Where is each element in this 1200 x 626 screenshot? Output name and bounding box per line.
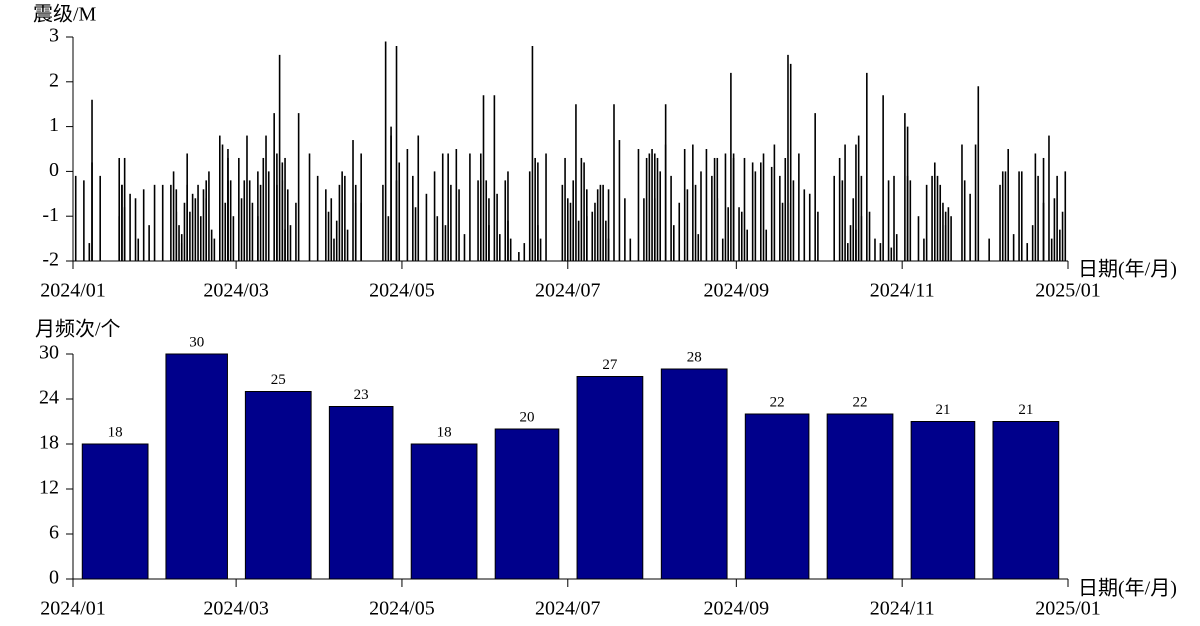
x-tick-label: 2025/01	[1035, 598, 1101, 620]
bar	[244, 391, 312, 580]
value-label: 30	[189, 334, 204, 350]
value-label: 20	[520, 409, 535, 425]
bar	[744, 413, 810, 580]
y-tick-label: -2	[42, 249, 59, 271]
x-tick-label: 2024/09	[704, 598, 770, 620]
y-tick-label: 12	[39, 477, 59, 499]
bar	[576, 376, 644, 580]
x-tick-label: 2025/01	[1035, 280, 1101, 302]
bar	[992, 421, 1060, 580]
bar	[826, 413, 894, 580]
y-tick-label: 1	[49, 114, 59, 136]
value-label: 18	[437, 424, 452, 440]
x-tick-label: 2024/11	[870, 598, 935, 620]
x-axis-label: 日期(年/月)	[1078, 577, 1177, 600]
x-tick-label: 2024/01	[40, 598, 106, 620]
x-tick-label: 2024/09	[704, 280, 770, 302]
bar	[660, 368, 728, 580]
value-label: 23	[354, 387, 369, 403]
bar	[410, 443, 478, 580]
x-tick-label: 2024/07	[535, 280, 601, 302]
y-tick-label: 0	[49, 159, 59, 181]
x-tick-label: 2024/11	[870, 280, 935, 302]
x-tick-label: 2024/07	[535, 598, 601, 620]
value-label: 27	[602, 357, 618, 373]
x-tick-label: 2024/01	[40, 280, 106, 302]
y-tick-label: -1	[42, 204, 59, 226]
y-axis-label: 震级/M	[33, 3, 97, 26]
value-label: 25	[271, 372, 286, 388]
value-label: 28	[687, 349, 702, 365]
value-label: 22	[770, 394, 785, 410]
bar	[165, 353, 228, 580]
x-tick-label: 2024/03	[203, 280, 269, 302]
value-label: 18	[108, 424, 123, 440]
x-tick-label: 2024/05	[369, 598, 435, 620]
bar	[494, 428, 560, 580]
x-tick-label: 2024/03	[203, 598, 269, 620]
y-tick-label: 2	[49, 69, 59, 91]
x-tick-label: 2024/05	[369, 280, 435, 302]
y-tick-label: 24	[39, 387, 59, 409]
y-tick-label: 30	[39, 342, 59, 364]
y-tick-label: 3	[49, 25, 59, 47]
x-axis-label: 日期(年/月)	[1078, 258, 1177, 281]
value-label: 21	[1018, 402, 1033, 418]
y-tick-label: 6	[49, 522, 59, 544]
bar	[81, 443, 149, 580]
bar	[910, 421, 976, 580]
y-axis-label: 月频次/个	[35, 318, 121, 341]
y-tick-label: 18	[39, 432, 59, 454]
value-label: 22	[853, 394, 868, 410]
bar	[328, 406, 394, 580]
y-tick-label: 0	[49, 567, 59, 589]
value-label: 21	[935, 402, 950, 418]
